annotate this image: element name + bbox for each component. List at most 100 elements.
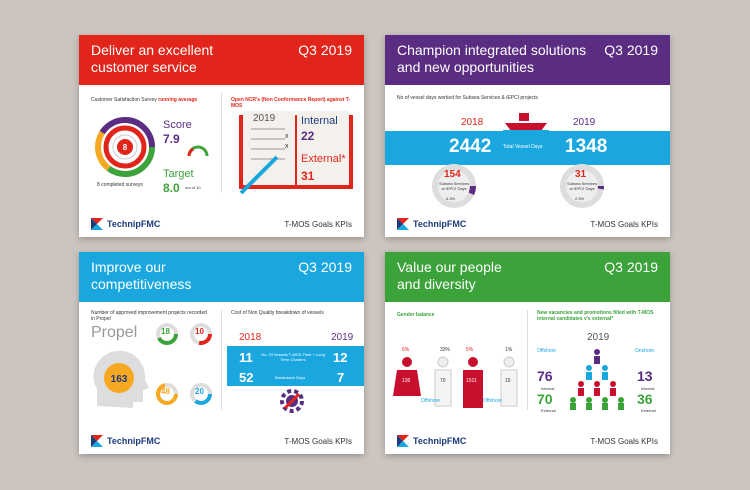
people-pyramid-icon — [570, 349, 624, 410]
card-people-diversity: Value our people and diversity Q3 2019 G… — [385, 252, 670, 454]
target-label: Target — [163, 168, 194, 180]
svg-text:x: x — [285, 143, 289, 150]
score-label: Score — [163, 119, 192, 131]
target-value: 8.0 — [163, 181, 180, 195]
card-divider — [221, 93, 222, 193]
fleet-caption: No. Of Vessels T-MOS Fleet + Long Term C… — [261, 352, 325, 362]
propel-wordmark: Propel — [91, 324, 138, 341]
card-customer-service: Deliver an excellent customer service Q3… — [79, 35, 364, 237]
logo-text: TechnipFMC — [107, 219, 161, 229]
card-title: Deliver an excellent customer service — [91, 42, 214, 75]
stat-ring-4 — [190, 383, 212, 405]
card-footer: TechnipFMC T-MOS Goals KPIs — [79, 207, 364, 237]
external-value: 31 — [301, 169, 315, 183]
vacancies-year: 2019 — [587, 332, 610, 343]
card-footer: TechnipFMC T-MOS Goals KPIs — [79, 424, 364, 454]
sub-left-value: 154 — [444, 169, 461, 180]
right-internal: 13 — [637, 368, 653, 384]
footer-label: T-MOS Goals KPIs — [590, 220, 658, 229]
vacancies-label: New vacancies and promotions filled with… — [537, 310, 654, 322]
logo-text: TechnipFMC — [107, 436, 161, 446]
card-competitiveness: Improve our competitiveness Q3 2019 Numb… — [79, 252, 364, 454]
logo-text: TechnipFMC — [413, 219, 467, 229]
stat-2-value: 10 — [195, 327, 204, 336]
sub-right-pct: 2.3% — [575, 196, 585, 201]
figure-3-count: 1511 — [466, 378, 477, 384]
technipfmc-logo: TechnipFMC — [397, 217, 466, 231]
right-external: 36 — [637, 391, 653, 407]
survey-label-text: Customer Satisfaction Survey — [91, 97, 157, 103]
gear-wrench-icon — [280, 389, 304, 413]
technipfmc-logo-icon — [397, 435, 409, 447]
technipfmc-logo: TechnipFMC — [91, 217, 160, 231]
cost-year-right: 2019 — [331, 332, 354, 343]
card-header: Value our people and diversity Q3 2019 — [385, 252, 670, 302]
footer-label: T-MOS Goals KPIs — [590, 437, 658, 446]
vessel-days-label: No of vessel days worked for Subsea Serv… — [397, 95, 538, 101]
right-group: Onshore — [635, 348, 655, 354]
card-header: Improve our competitiveness Q3 2019 — [79, 252, 364, 302]
sub-right-value: 31 — [575, 169, 587, 180]
survey-label: Customer Satisfaction Survey running ave… — [91, 97, 221, 103]
year-right: 2019 — [573, 117, 596, 128]
sub-left-label: Subsea Services or iEPCI Days — [439, 181, 470, 191]
technipfmc-logo: TechnipFMC — [397, 434, 466, 448]
figure-4-count: 15 — [505, 378, 511, 384]
figure-3-pct: 5% — [466, 347, 474, 353]
year-left: 2018 — [461, 117, 484, 128]
figure-1-pct: 6% — [402, 347, 410, 353]
technipfmc-logo-icon — [91, 218, 103, 230]
card-quarter: Q3 2019 — [604, 259, 658, 275]
internal-label: Internal — [301, 115, 338, 127]
projects-label: Number of approved improvement projects … — [91, 310, 207, 322]
footer-label: T-MOS Goals KPIs — [284, 437, 352, 446]
cost-label: Cost of Non Quality breakdown of vessels — [231, 310, 324, 316]
fleet-left: 11 — [239, 350, 253, 365]
stat-ring-3 — [156, 383, 178, 405]
card-header: Deliver an excellent customer service Q3… — [79, 35, 364, 85]
target-suffix: out of 10 — [185, 185, 201, 190]
left-internal-word: Internal — [541, 386, 555, 391]
footer-label: T-MOS Goals KPIs — [284, 220, 352, 229]
target-ring-value: 8 — [123, 143, 128, 152]
fleet-band — [227, 346, 364, 386]
left-internal: 76 — [537, 368, 553, 384]
vessel-ship-icon — [503, 113, 549, 133]
internal-value: 22 — [301, 129, 315, 143]
fleet-right: 12 — [333, 350, 348, 365]
stat-ring-1 — [156, 323, 178, 345]
score-value: 7.9 — [163, 132, 180, 146]
figure-2-pct: 33% — [440, 347, 451, 353]
left-external-word: External — [541, 408, 556, 413]
right-subsea-ring — [560, 164, 604, 208]
card-divider — [527, 310, 528, 410]
right-external-word: External — [641, 408, 656, 413]
water-band — [385, 131, 670, 165]
days-caption: Total Vessel Days — [503, 144, 543, 150]
left-group: Offshore — [537, 348, 557, 354]
card-quarter: Q3 2019 — [604, 42, 658, 58]
right-internal-word: Internal — [641, 386, 655, 391]
figure-1-group: Offshore — [421, 398, 441, 404]
score-gauge-icon — [187, 145, 209, 157]
technipfmc-logo-icon — [91, 435, 103, 447]
technipfmc-logo-icon — [397, 218, 409, 230]
card-title: Improve our competitiveness — [91, 259, 192, 292]
head-bulb-illustration: 163 — [93, 350, 149, 408]
days-left: 2442 — [449, 136, 492, 157]
breakdown-right: 7 — [337, 370, 345, 385]
card-footer: TechnipFMC T-MOS Goals KPIs — [385, 207, 670, 237]
breakdown-caption: Breakdown Days — [275, 375, 306, 380]
completed-surveys: 8 completed surveys — [97, 182, 143, 188]
ncr-label: Open NCR's (Non Conformance Report) agai… — [231, 97, 351, 109]
left-external: 70 — [537, 391, 553, 407]
figure-1-count: 136 — [402, 378, 411, 384]
card-divider — [221, 310, 222, 410]
logo-text: TechnipFMC — [413, 436, 467, 446]
gender-figures — [393, 356, 518, 408]
stat-4-value: 20 — [195, 387, 204, 396]
ncr-book-year: 2019 — [253, 113, 276, 124]
survey-highlight: running average — [158, 97, 198, 103]
figure-2-count: 70 — [440, 378, 446, 384]
card-title: Champion integrated solutions and new op… — [397, 42, 587, 75]
